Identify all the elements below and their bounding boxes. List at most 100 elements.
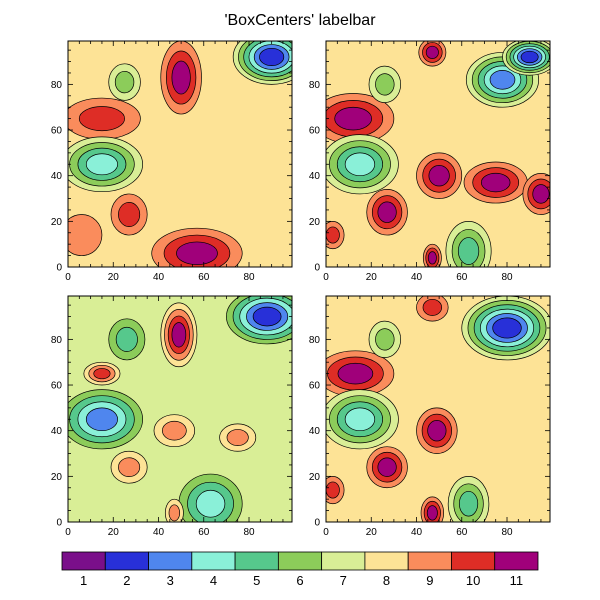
contour-feature	[420, 496, 445, 522]
y-tick-label: 0	[314, 263, 320, 274]
y-tick-label: 60	[309, 381, 321, 392]
y-tick-label: 20	[309, 217, 321, 228]
y-tick-label: 80	[51, 80, 63, 91]
contour-level-9	[161, 420, 187, 441]
labelbar-label: 8	[383, 573, 390, 588]
contour-feature	[416, 407, 458, 454]
x-tick-label: 40	[153, 527, 165, 538]
contour-level-2	[520, 50, 539, 64]
contour-panel-top-left: 0 20 40 60 80 0 20 40 60 80	[51, 40, 293, 283]
x-tick-label: 0	[65, 527, 71, 538]
x-tick-label: 80	[501, 527, 513, 538]
y-tick-label: 60	[51, 381, 63, 392]
y-tick-label: 60	[309, 126, 321, 137]
figure-title: 'BoxCenters' labelbar	[224, 12, 376, 29]
x-tick-label: 40	[153, 272, 165, 283]
labelbar-box-1	[61, 551, 106, 571]
labelbar-box-4	[191, 551, 236, 571]
labelbar-box-8	[364, 551, 409, 571]
y-tick-label: 20	[309, 472, 321, 483]
y-tick-label: 20	[51, 472, 63, 483]
labelbar-label: 2	[123, 573, 130, 588]
y-tick-label: 20	[51, 217, 63, 228]
y-tick-label: 80	[309, 335, 321, 346]
labelbar-box-10	[451, 551, 496, 571]
x-tick-label: 40	[411, 527, 423, 538]
labelbar-label: 4	[210, 573, 217, 588]
contour-feature	[160, 41, 202, 115]
labelbar-label: 9	[426, 573, 433, 588]
contour-feature	[68, 97, 141, 140]
axis-ticks	[67, 41, 292, 268]
contour-level-4	[195, 489, 226, 518]
contour-feature	[226, 296, 292, 345]
contour-feature	[160, 302, 198, 368]
labelbar-label: 10	[466, 573, 480, 588]
contour-feature	[368, 65, 402, 103]
x-tick-label: 80	[243, 272, 255, 283]
y-tick-label: 40	[51, 171, 63, 182]
contour-feature	[326, 389, 399, 450]
contour-field	[68, 41, 292, 267]
contour-feature	[416, 152, 463, 199]
y-tick-label: 40	[51, 426, 63, 437]
contour-feature	[445, 221, 492, 267]
contour-level-11	[427, 419, 447, 442]
y-tick-label: 60	[51, 126, 63, 137]
labelbar-label: 7	[340, 573, 347, 588]
x-tick-label: 60	[456, 527, 468, 538]
plot-frame	[67, 295, 293, 523]
contour-feature	[108, 63, 141, 101]
y-tick-label: 40	[309, 426, 321, 437]
contour-level-5	[115, 326, 138, 352]
contour-level-9	[68, 214, 103, 256]
y-tick-label: 40	[309, 171, 321, 182]
contour-level-9	[226, 429, 249, 446]
contour-field	[326, 296, 550, 522]
contour-level-11	[171, 322, 187, 348]
contour-feature	[368, 320, 402, 358]
contour-feature	[110, 193, 148, 236]
x-tick-label: 80	[501, 272, 513, 283]
labelbar-box-7	[321, 551, 366, 571]
contour-feature	[68, 389, 144, 450]
labelbar-box-11	[494, 551, 539, 571]
contour-level-11	[425, 45, 439, 59]
labelbar-box-6	[277, 551, 323, 571]
labelbar-label: 6	[296, 573, 303, 588]
contour-field	[326, 41, 550, 267]
contour-field	[68, 296, 292, 522]
contour-level-10	[118, 202, 141, 227]
contour-level-11	[480, 172, 511, 193]
contour-feature	[326, 93, 395, 145]
labelbar-box-3	[148, 551, 193, 571]
contour-feature	[326, 350, 395, 397]
axis-ticks	[67, 296, 292, 523]
x-tick-label: 0	[323, 272, 329, 283]
contour-level-11	[427, 251, 437, 265]
contour-feature	[68, 136, 144, 193]
contour-level-10	[422, 298, 443, 316]
contour-level-4	[85, 153, 118, 176]
contour-panel-top-right: 0 20 40 60 80 0 20 40 60 80	[309, 40, 551, 283]
labelbar-box-2	[104, 551, 149, 571]
contour-feature	[522, 173, 550, 215]
contour-feature	[366, 189, 408, 236]
contour-level-10	[326, 226, 340, 244]
contour-feature	[326, 475, 345, 505]
contour-feature	[416, 296, 449, 322]
contour-level-3	[85, 407, 118, 432]
contour-level-6	[114, 70, 135, 94]
contour-feature	[108, 318, 146, 361]
contour-feature	[326, 134, 399, 195]
contour-level-11	[377, 457, 397, 477]
contour-feature	[151, 227, 243, 267]
labelbar: 1 2 3 4 5 6 7 8 9 10 11	[61, 551, 539, 588]
contour-feature	[164, 498, 184, 522]
contour-level-6	[375, 73, 395, 96]
contour-feature	[153, 414, 196, 448]
contour-feature	[232, 41, 292, 85]
contour-feature	[366, 446, 408, 489]
x-tick-label: 20	[108, 527, 120, 538]
